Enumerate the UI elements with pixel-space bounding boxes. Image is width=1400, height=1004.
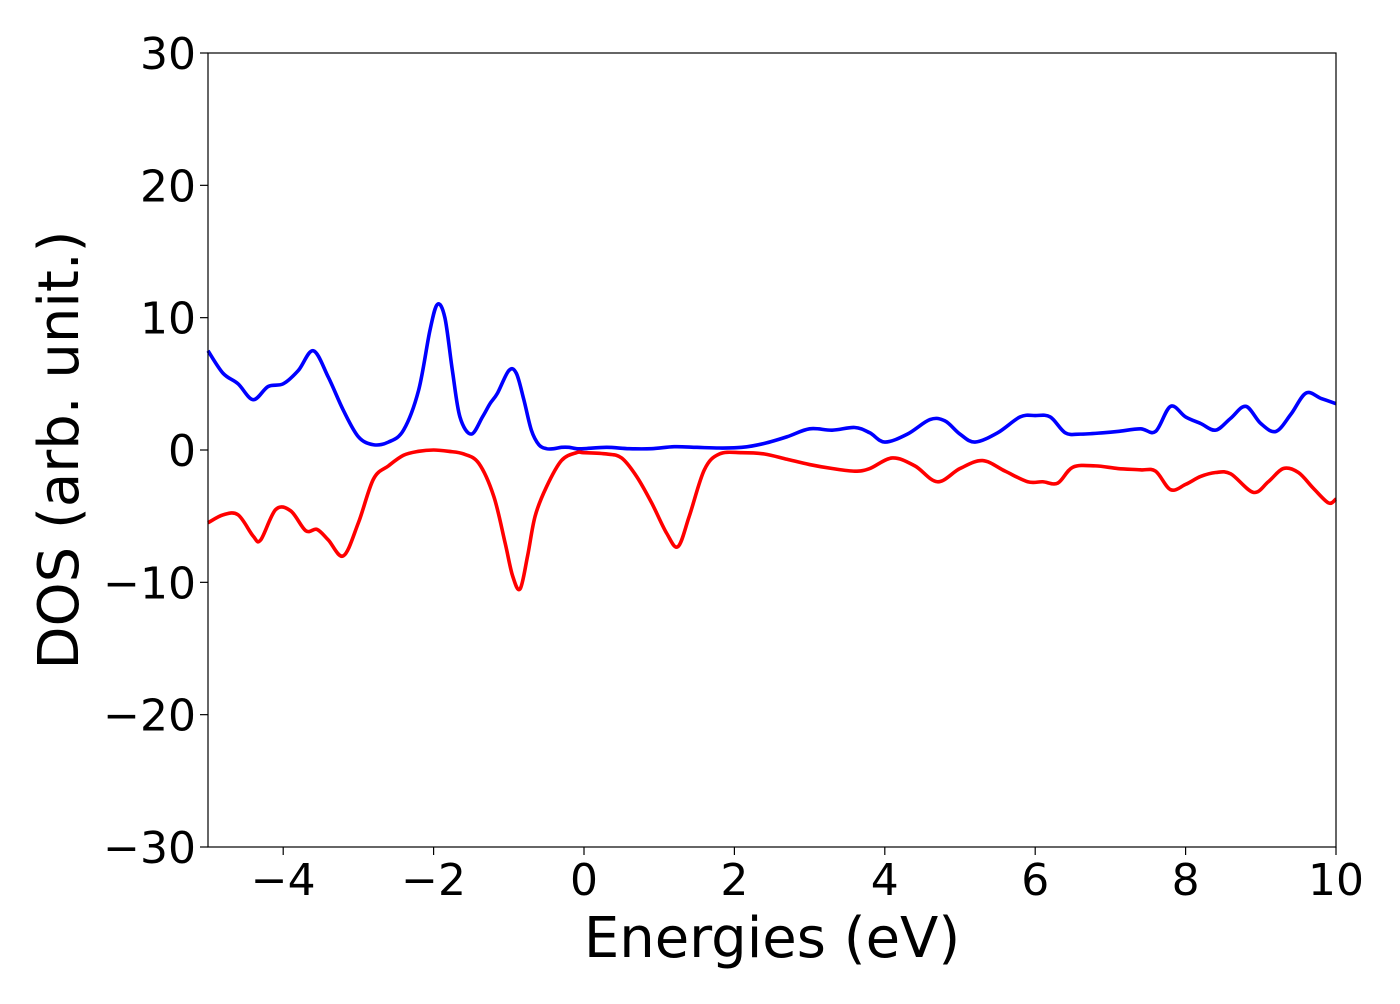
- y-tick-label: −10: [103, 558, 196, 609]
- y-tick-label: 20: [140, 161, 196, 212]
- y-tick-label: −30: [103, 823, 196, 874]
- y-tick-label: −20: [103, 691, 196, 742]
- y-axis-label: DOS (arb. unit.): [27, 230, 92, 669]
- y-tick-label: 0: [168, 426, 196, 477]
- y-tick-label: 30: [140, 29, 196, 80]
- series-line-1: [206, 302, 1337, 451]
- plot-frame: [207, 52, 1337, 848]
- x-tick-label: 4: [871, 855, 899, 906]
- series-line-2: [207, 448, 1338, 592]
- x-tick-label: 6: [1021, 855, 1049, 906]
- x-tick-label: 2: [720, 855, 748, 906]
- x-tick-label: 10: [1308, 855, 1364, 906]
- x-tick-label: −2: [401, 855, 466, 906]
- y-tick-label: 10: [140, 294, 196, 345]
- x-tick-label: 0: [570, 855, 598, 906]
- x-tick-label: −4: [251, 855, 316, 906]
- x-tick-label: 8: [1172, 855, 1200, 906]
- x-axis-label: Energies (eV): [584, 906, 960, 971]
- curves-layer: [206, 302, 1338, 592]
